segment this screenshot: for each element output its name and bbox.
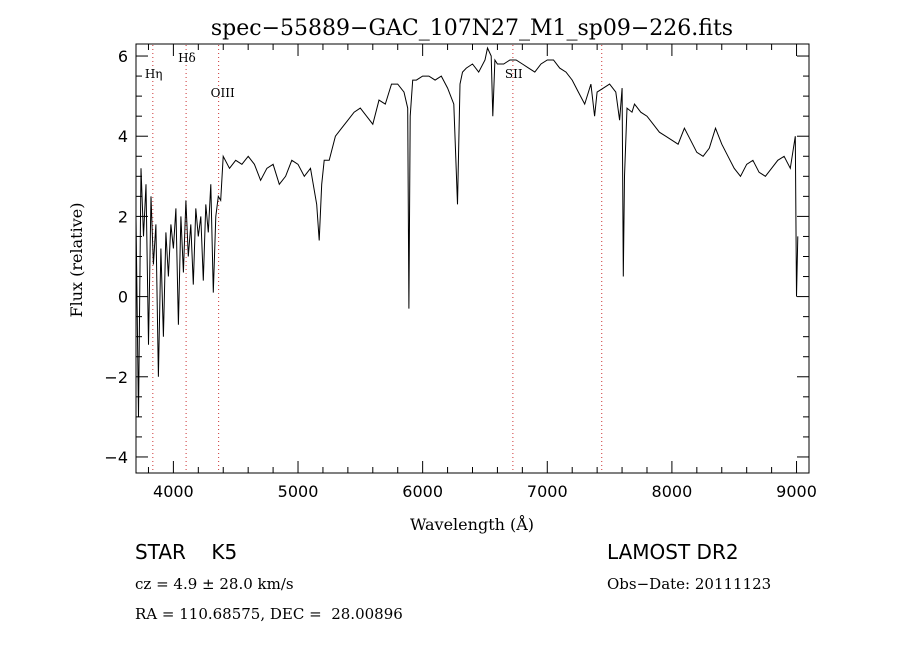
subclass: K5 — [211, 540, 238, 564]
emission-line-markers: Hη Hδ OIII SII — [145, 45, 603, 472]
y-axis-label: Flux (relative) — [67, 203, 86, 318]
x-tick-label: 9000 — [776, 482, 817, 501]
y-tick-label: 0 — [118, 288, 128, 307]
marker-label: Hη — [145, 67, 163, 81]
y-tick-label: 6 — [118, 47, 128, 66]
y-tick-label: −4 — [104, 448, 128, 467]
marker-label: SII — [505, 67, 523, 81]
y-tick-label: 2 — [118, 207, 128, 226]
marker-label: OIII — [211, 86, 235, 100]
series-layer — [135, 46, 799, 417]
obs-date-label: Obs−Date: 20111123 — [607, 575, 772, 593]
survey-label: LAMOST DR2 — [607, 540, 739, 564]
chart-title: spec−55889−GAC_107N27_M1_sp09−226.fits — [211, 16, 733, 41]
object-class-line: STAR K5 — [135, 540, 237, 564]
x-axis-label: Wavelength (Å) — [410, 514, 534, 534]
object-class: STAR — [135, 540, 186, 564]
ra-dec-label: RA = 110.68575, DEC = 28.00896 — [135, 605, 403, 623]
redshift-label: cz = 4.9 ± 28.0 km/s — [135, 575, 294, 593]
x-tick-label: 8000 — [652, 482, 693, 501]
spectrum-line — [135, 46, 799, 417]
x-tick-label: 4000 — [153, 482, 194, 501]
axis-ticks: 4000 5000 6000 7000 8000 9000 −4 −2 0 2 4 6 — [104, 44, 817, 501]
x-tick-label: 5000 — [278, 482, 319, 501]
y-tick-label: 4 — [118, 127, 128, 146]
x-tick-label: 7000 — [527, 482, 568, 501]
y-tick-label: −2 — [104, 368, 128, 387]
x-tick-label: 6000 — [402, 482, 443, 501]
marker-label: Hδ — [178, 51, 196, 65]
plot-frame — [135, 43, 810, 474]
